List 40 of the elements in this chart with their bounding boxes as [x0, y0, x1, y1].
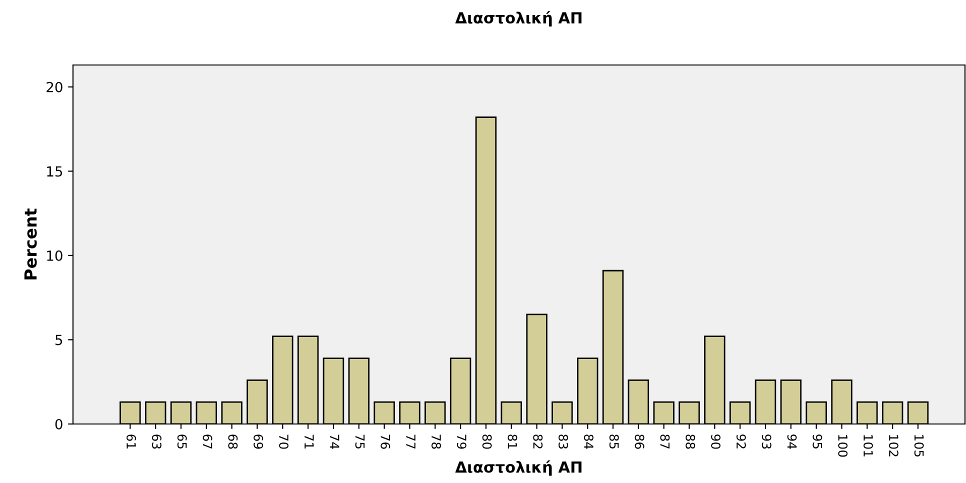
x-tick-label: 100	[838, 435, 848, 457]
x-tick-label: 86	[634, 434, 644, 449]
x-tick-label: 85	[609, 434, 619, 449]
x-tick-label: 105	[914, 435, 924, 456]
x-axis-title: Διαστολική ΑΠ	[455, 460, 582, 476]
x-tick-label: 80	[482, 434, 492, 449]
x-tick-label: 102	[888, 435, 898, 456]
x-tick-label: 88	[686, 434, 696, 449]
y-axis-title: Percent	[24, 208, 37, 280]
x-tick-label: 65	[177, 434, 187, 449]
x-tick-label: 61	[126, 434, 136, 448]
x-tick-label: 92	[736, 434, 746, 448]
x-tick-label: 94	[787, 434, 797, 449]
x-tick-label: 95	[812, 434, 822, 449]
y-tick-label: 15	[47, 166, 62, 177]
x-tick-label: 82	[533, 434, 543, 448]
x-tick-label: 75	[355, 434, 365, 449]
x-tick-label: 74	[330, 434, 340, 449]
x-tick-label: 83	[558, 434, 568, 449]
x-tick-label: 76	[380, 434, 390, 449]
x-tick-label: 78	[432, 434, 441, 449]
y-tick-label: 10	[47, 250, 62, 261]
x-tick-label: 87	[660, 434, 670, 449]
y-tick-label: 20	[46, 82, 62, 92]
y-tick-label: 5	[56, 334, 62, 346]
chart-title: Διαστολική ΑΠ	[455, 11, 582, 27]
x-tick-label: 69	[254, 434, 264, 449]
x-tick-label: 68	[228, 434, 238, 449]
x-tick-label: 81	[508, 434, 518, 448]
x-tick-label: 84	[584, 434, 594, 449]
y-tick-label: 0	[55, 418, 62, 430]
x-tick-label: 90	[711, 434, 721, 449]
x-tick-label: 93	[762, 434, 772, 449]
x-tick-label: 70	[279, 434, 288, 449]
x-tick-label: 101	[864, 435, 873, 456]
x-tick-label: 79	[456, 434, 466, 449]
x-tick-label: 67	[202, 434, 212, 449]
x-tick-label: 77	[406, 434, 416, 449]
x-tick-label: 63	[152, 434, 162, 449]
x-tick-label: 71	[304, 434, 314, 448]
